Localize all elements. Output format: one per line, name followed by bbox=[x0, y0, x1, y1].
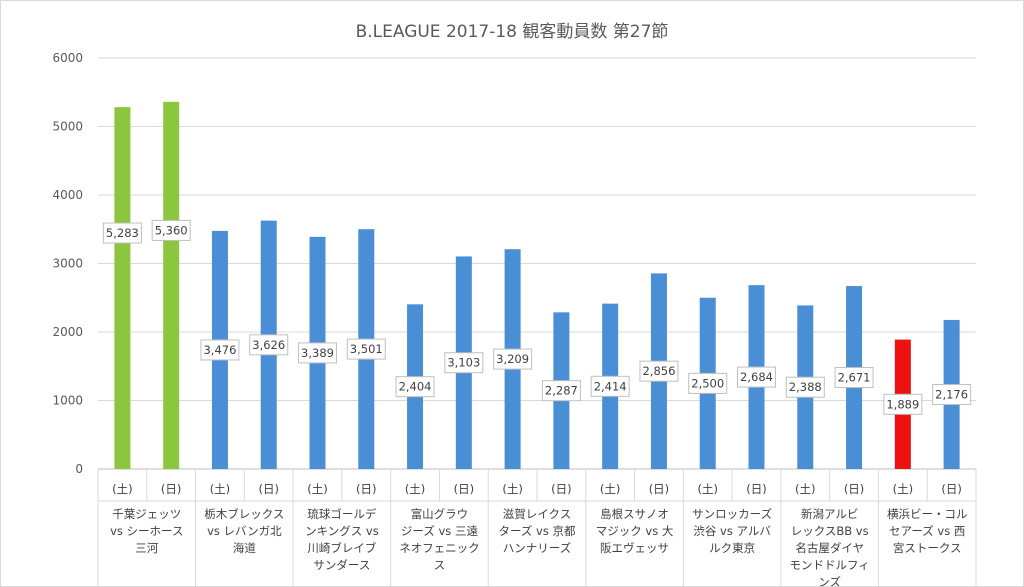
data-label-box bbox=[639, 360, 679, 382]
day-label: (日) bbox=[844, 482, 864, 496]
category-label: 琉球ゴールデ bbox=[307, 507, 376, 521]
day-label: (日) bbox=[551, 482, 571, 496]
day-label: (日) bbox=[941, 482, 961, 496]
data-label: 2,671 bbox=[838, 371, 871, 385]
category-label: ジーズ vs 三遠 bbox=[401, 524, 479, 538]
data-label-box bbox=[932, 383, 972, 405]
data-label: 2,404 bbox=[399, 380, 432, 394]
category-label: ターズ vs 京都 bbox=[498, 524, 576, 538]
day-label: (土) bbox=[893, 482, 913, 496]
data-label-box bbox=[590, 375, 630, 397]
category-label: 栃木ブレックス bbox=[204, 507, 284, 521]
day-label: (日) bbox=[649, 482, 669, 496]
category-label: 渋谷 vs アルバ bbox=[693, 524, 771, 538]
category-label: vs シーホース bbox=[110, 524, 183, 538]
category-label: 海道 bbox=[233, 541, 256, 555]
data-label-box bbox=[298, 342, 337, 364]
category-label: ハンナリーズ bbox=[503, 541, 571, 555]
data-label-box bbox=[541, 380, 581, 402]
category-label: 新潟アルビ bbox=[801, 507, 858, 521]
data-label: 3,501 bbox=[350, 342, 383, 356]
day-label: (土) bbox=[112, 482, 132, 496]
data-label: 2,388 bbox=[789, 380, 822, 394]
category-label: ス bbox=[434, 558, 446, 572]
data-label: 2,176 bbox=[935, 387, 968, 401]
category-label: 富山グラウ bbox=[411, 507, 469, 521]
data-label: 2,856 bbox=[642, 364, 675, 378]
data-label: 2,287 bbox=[545, 384, 578, 398]
data-label-box bbox=[785, 376, 825, 398]
day-label: (土) bbox=[795, 482, 815, 496]
category-label: マジック vs 大 bbox=[596, 524, 674, 538]
category-label: ネオフェニック bbox=[399, 541, 480, 555]
data-label-box bbox=[151, 219, 191, 241]
y-tick-label: 0 bbox=[75, 462, 83, 476]
data-label: 2,414 bbox=[594, 379, 627, 393]
category-label: 滋賀レイクス bbox=[503, 507, 571, 521]
category-label: 阪エヴェッサ bbox=[600, 541, 669, 555]
day-label: (日) bbox=[258, 482, 278, 496]
data-label-box bbox=[200, 339, 240, 361]
data-label-box bbox=[249, 334, 289, 356]
day-label: (土) bbox=[600, 482, 620, 496]
data-label: 3,476 bbox=[203, 343, 236, 357]
category-label: vs レバンガ北 bbox=[207, 524, 282, 538]
day-label: (土) bbox=[697, 482, 717, 496]
data-label: 3,626 bbox=[252, 338, 285, 352]
y-tick-label: 1000 bbox=[52, 394, 83, 408]
data-label: 5,283 bbox=[106, 226, 139, 240]
day-label: (土) bbox=[210, 482, 230, 496]
category-label: セアーズ vs 西 bbox=[889, 524, 965, 538]
data-label: 5,360 bbox=[155, 223, 188, 237]
category-label: 横浜ビー・コル bbox=[887, 507, 968, 521]
y-tick-label: 2000 bbox=[52, 325, 83, 339]
category-label: 川崎ブレイブ bbox=[307, 541, 376, 555]
data-label-box bbox=[737, 366, 776, 388]
day-label: (土) bbox=[307, 482, 327, 496]
category-label: ンズ bbox=[818, 575, 841, 586]
category-label: サンロッカーズ bbox=[692, 507, 772, 521]
day-label: (日) bbox=[356, 482, 376, 496]
data-label-box bbox=[444, 352, 484, 374]
day-label: (土) bbox=[502, 482, 522, 496]
data-label: 2,684 bbox=[740, 370, 773, 384]
category-label: モンドドルフィ bbox=[790, 558, 870, 572]
day-label: (土) bbox=[405, 482, 425, 496]
category-label: ンキングス vs bbox=[305, 524, 379, 538]
category-label: 名古屋ダイヤ bbox=[795, 541, 864, 555]
bar bbox=[163, 101, 180, 469]
category-label: ルク東京 bbox=[709, 541, 755, 555]
data-label: 1,889 bbox=[886, 397, 919, 411]
data-label-box bbox=[493, 348, 533, 370]
y-tick-label: 3000 bbox=[52, 257, 83, 271]
category-label: 三河 bbox=[135, 541, 158, 555]
data-label-box bbox=[883, 393, 923, 415]
category-label: 宮ストークス bbox=[893, 541, 962, 555]
data-label-box bbox=[688, 372, 728, 394]
data-label: 2,500 bbox=[691, 376, 724, 390]
chart-title: B.LEAGUE 2017-18 観客動員数 第27節 bbox=[356, 22, 669, 42]
data-label-box bbox=[395, 376, 435, 398]
category-label: サンダース bbox=[313, 558, 370, 572]
data-label: 3,103 bbox=[447, 356, 480, 370]
day-label: (日) bbox=[454, 482, 474, 496]
data-label-box bbox=[102, 222, 142, 244]
day-label: (日) bbox=[746, 482, 766, 496]
y-tick-label: 5000 bbox=[52, 120, 83, 134]
y-tick-label: 4000 bbox=[52, 188, 83, 202]
data-label-box bbox=[346, 338, 386, 360]
data-label-box bbox=[834, 367, 874, 389]
category-label: 千葉ジェッツ bbox=[112, 507, 181, 521]
category-label: 島根スサノオ bbox=[600, 507, 669, 521]
data-label: 3,389 bbox=[301, 346, 334, 360]
category-label: レックスBB vs bbox=[791, 524, 869, 538]
day-label: (日) bbox=[161, 482, 181, 496]
bar bbox=[114, 107, 131, 469]
y-tick-label: 6000 bbox=[52, 51, 83, 65]
data-label: 3,209 bbox=[496, 352, 529, 366]
